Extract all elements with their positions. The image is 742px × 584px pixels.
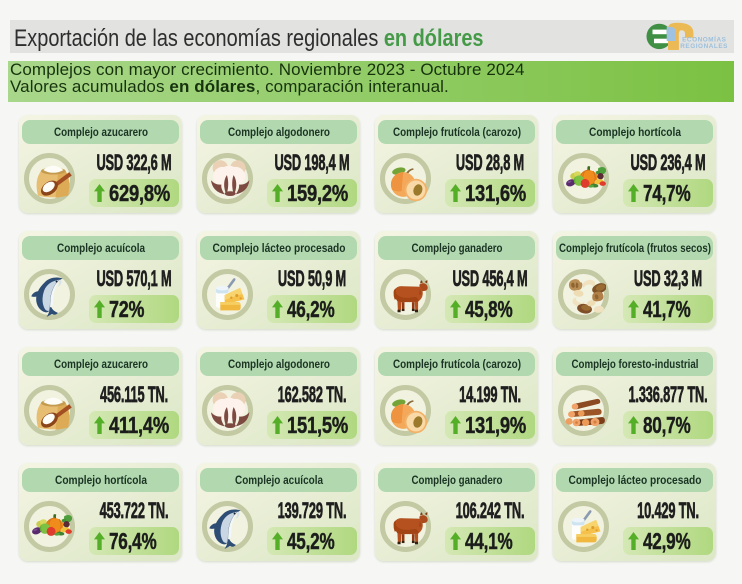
svg-text:REGIONALES: REGIONALES bbox=[680, 43, 728, 50]
svg-text:ECONOMÍAS: ECONOMÍAS bbox=[682, 34, 727, 43]
